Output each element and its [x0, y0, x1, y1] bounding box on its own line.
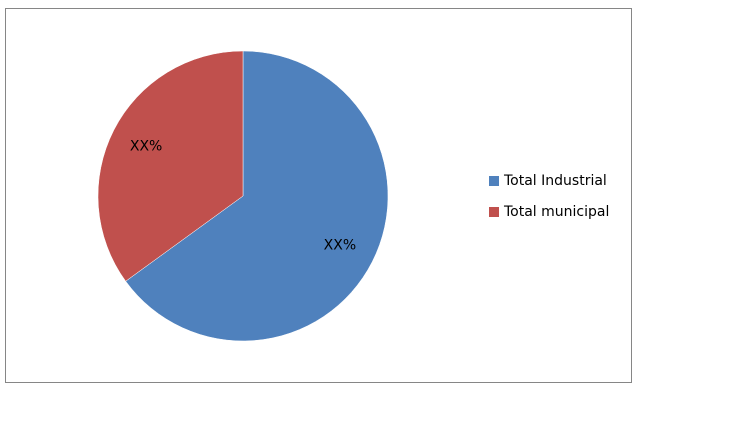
pie-slice — [125, 50, 389, 342]
pie-slice — [97, 50, 244, 282]
legend-label: Total municipal — [503, 204, 609, 220]
legend-swatch — [489, 176, 499, 186]
data-label: XX% — [130, 139, 162, 155]
data-label: XX% — [324, 237, 356, 253]
legend-label: Total Industrial — [503, 173, 607, 189]
legend-swatch — [489, 207, 499, 217]
